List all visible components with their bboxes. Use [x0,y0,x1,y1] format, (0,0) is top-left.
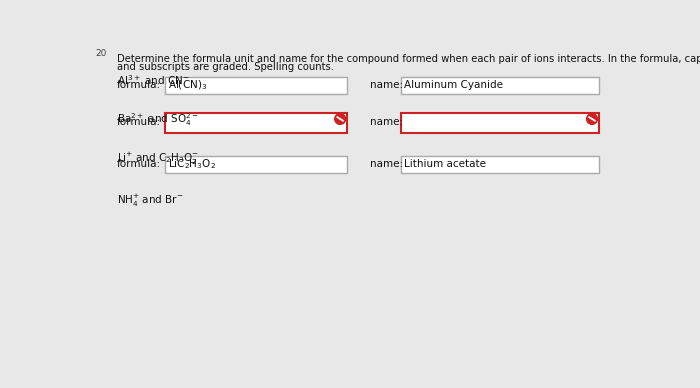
FancyBboxPatch shape [401,113,599,133]
Circle shape [335,114,346,124]
Text: formula:: formula: [117,117,161,127]
Text: name:: name: [370,117,403,127]
Text: and subscripts are graded. Spelling counts.: and subscripts are graded. Spelling coun… [117,62,334,72]
Text: name:: name: [370,159,403,169]
Text: Ba$^{2+}$ and SO$_4^{2-}$: Ba$^{2+}$ and SO$_4^{2-}$ [117,111,199,128]
Text: name:: name: [370,80,403,90]
FancyBboxPatch shape [165,113,347,133]
FancyBboxPatch shape [401,156,599,173]
Text: Lithium acetate: Lithium acetate [405,159,486,169]
Text: Al$^{3+}$ and CN$^{-}$: Al$^{3+}$ and CN$^{-}$ [117,73,190,87]
Text: formula:: formula: [117,80,161,90]
Text: Determine the formula unit and name for the compound formed when each pair of io: Determine the formula unit and name for … [117,54,700,64]
Text: Aluminum Cyanide: Aluminum Cyanide [405,80,503,90]
Text: NH$_4^{+}$ and Br$^{-}$: NH$_4^{+}$ and Br$^{-}$ [117,193,183,209]
Text: 20: 20 [95,49,106,58]
FancyBboxPatch shape [165,77,347,94]
Text: LiC$_2$H$_3$O$_2$: LiC$_2$H$_3$O$_2$ [168,157,216,170]
FancyBboxPatch shape [165,156,347,173]
Text: Al(CN)$_3$: Al(CN)$_3$ [168,78,207,92]
Text: formula:: formula: [117,159,161,169]
Text: Li$^{+}$ and C$_2$H$_3$O$_2^{-}$: Li$^{+}$ and C$_2$H$_3$O$_2^{-}$ [117,151,199,167]
Circle shape [587,114,598,124]
FancyBboxPatch shape [401,77,599,94]
